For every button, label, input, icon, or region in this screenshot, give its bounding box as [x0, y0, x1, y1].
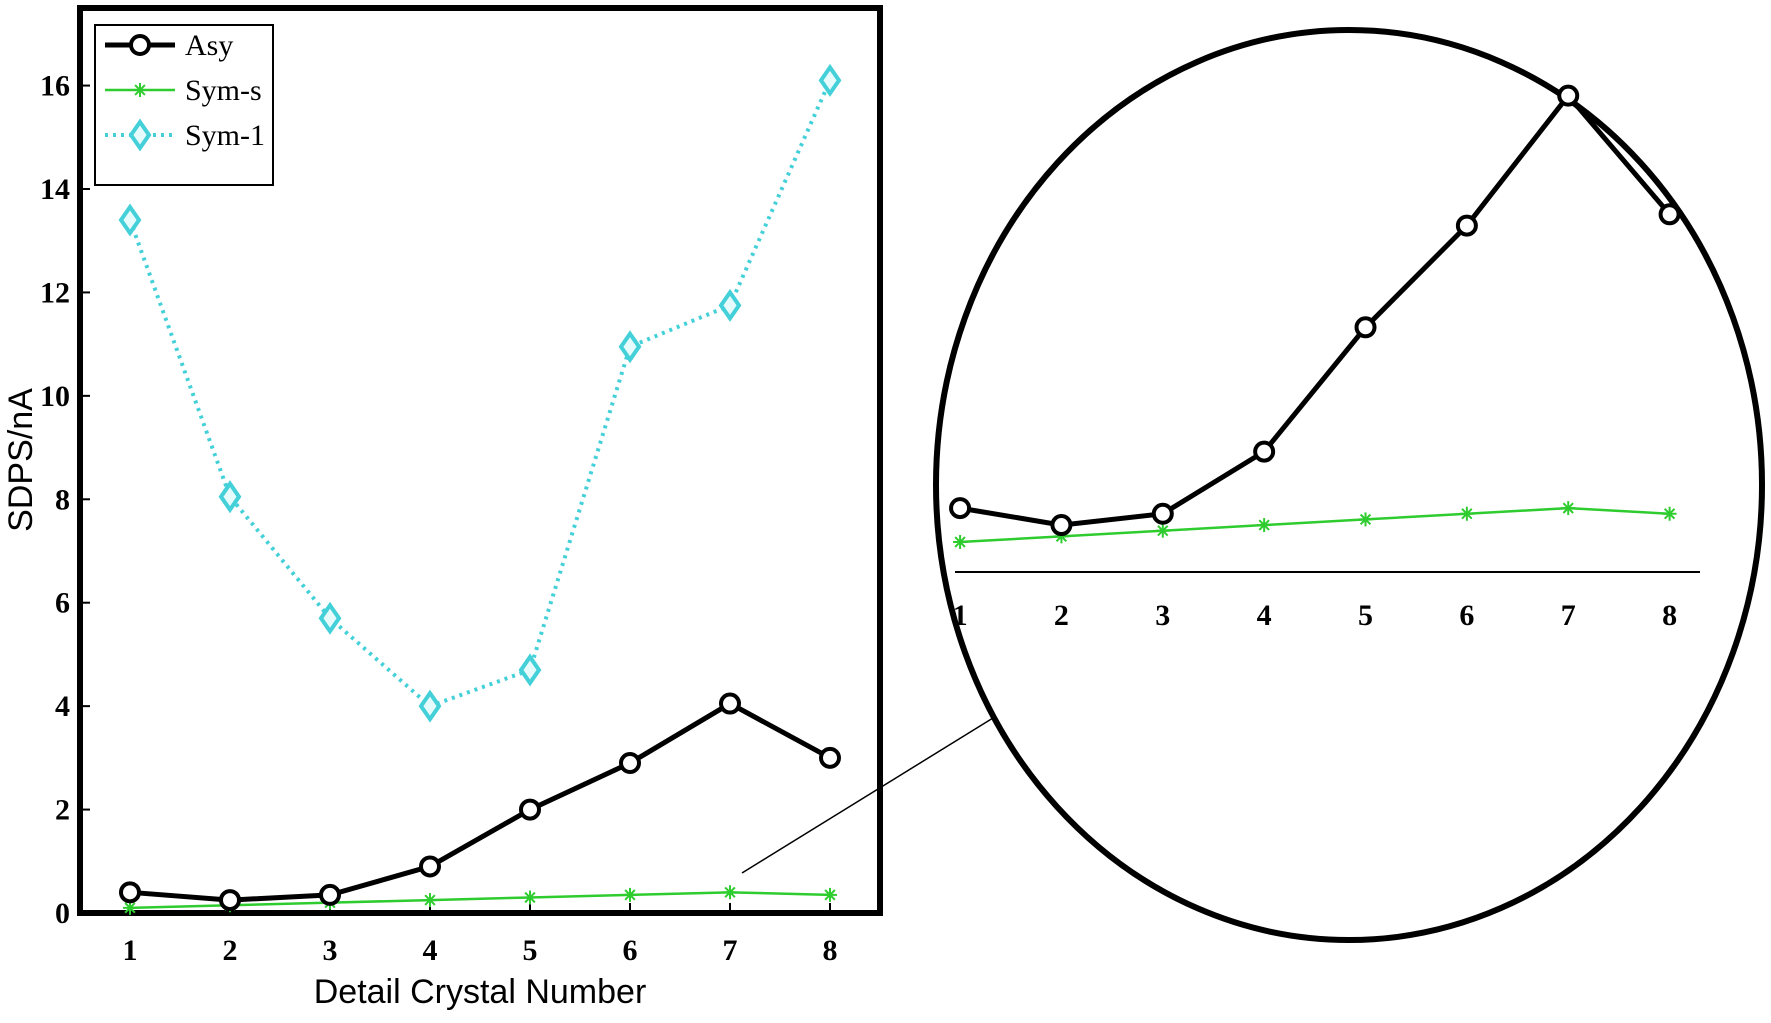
legend-entry-Sym-s: Sym-s [105, 74, 262, 107]
y-axis-label: SDPS/nA [2, 388, 40, 532]
series-line-Asy [129, 700, 832, 903]
inset-series-layer [949, 84, 1681, 549]
inset-point-Sym-s-5 [1358, 512, 1373, 527]
legend-entry-Asy: Asy [105, 29, 233, 62]
x-axis-label: Detail Crystal Number [314, 973, 647, 1011]
inset-point-Asy-4 [1253, 440, 1276, 463]
point-Asy-2 [219, 889, 241, 912]
point-Sym-1-1 [118, 203, 142, 237]
inset-point-Asy-3 [1151, 502, 1174, 525]
inset-point-Asy-5 [1354, 316, 1377, 339]
inset-series-line-Sym-s [959, 506, 1670, 544]
y-tick-label-6: 12 [40, 276, 70, 309]
y-tick-label-0: 0 [55, 897, 70, 930]
legend-marker-Sym-1 [128, 118, 152, 152]
inset-x-ticks: 1 2 3 4 5 6 7 8 [953, 599, 1678, 632]
y-tick-label-3: 6 [55, 587, 70, 620]
inset-x-tick-label-1: 2 [1054, 599, 1069, 632]
legend-entry-Sym-1: Sym-1 [105, 118, 265, 152]
inset-point-Asy-8 [1658, 203, 1681, 226]
point-Sym-1-4 [418, 689, 442, 723]
inset-series-Sym-s [953, 501, 1677, 549]
y-tick-label-4: 8 [55, 483, 70, 516]
point-Sym-s-4 [423, 893, 437, 908]
point-Sym-1-8 [818, 63, 842, 97]
point-Sym-1-2 [218, 480, 242, 514]
point-Sym-s-5 [523, 890, 537, 905]
inset-point-Sym-s-3 [1155, 523, 1170, 538]
point-Asy-4 [419, 855, 441, 878]
point-Asy-8 [819, 746, 841, 769]
x-axis-ticks: 1 2 3 4 5 6 7 8 [123, 903, 838, 967]
zoom-connector-line [741, 717, 994, 874]
legend-box [94, 24, 274, 186]
point-Sym-s-8 [823, 887, 837, 902]
plot-frame [77, 5, 883, 916]
y-tick-label-2: 4 [55, 690, 70, 723]
series-Asy [119, 692, 841, 912]
inset-x-tick-label-4: 5 [1358, 599, 1373, 632]
series-line-Sym-1 [128, 79, 832, 709]
inset-x-tick-label-6: 7 [1561, 599, 1576, 632]
inset-x-tick-label-7: 8 [1662, 599, 1677, 632]
inset-x-tick-label-0: 1 [953, 599, 968, 632]
legend-marker-Sym-s [133, 83, 147, 97]
x-tick-label-2: 3 [323, 934, 338, 967]
y-tick-label-1: 2 [55, 794, 70, 827]
inset-point-Sym-s-6 [1459, 506, 1474, 521]
inset-point-Asy-1 [949, 497, 972, 520]
inset-x-tick-label-2: 3 [1155, 599, 1170, 632]
series-line-Sym-s [129, 891, 831, 910]
point-Asy-7 [719, 692, 741, 715]
legend-label-Sym-1: Sym-1 [185, 119, 265, 152]
point-Sym-s-6 [623, 887, 637, 902]
zoom-inset-circle [933, 27, 1765, 943]
inset-x-tick-label-3: 4 [1257, 599, 1272, 632]
legend: Asy Sym-s Sym-1 [94, 24, 274, 186]
inset-point-Asy-6 [1455, 214, 1478, 237]
legend-marker-Asy [129, 34, 151, 56]
inset-point-Asy-2 [1050, 514, 1073, 537]
point-Sym-s-1 [123, 900, 137, 915]
inset-x-tick-label-5: 6 [1459, 599, 1474, 632]
series-layer [118, 63, 842, 915]
x-tick-label-5: 6 [623, 934, 638, 967]
point-Asy-5 [519, 798, 541, 821]
y-tick-label-5: 10 [40, 380, 70, 413]
point-Sym-1-6 [618, 330, 642, 364]
inset-series-Asy [949, 84, 1681, 537]
y-tick-label-7: 14 [40, 173, 70, 206]
point-Asy-3 [319, 883, 341, 906]
y-axis-ticks: 0 2 4 6 8 10 12 14 16 [40, 70, 90, 930]
x-tick-label-1: 2 [223, 934, 238, 967]
legend-label-Sym-s: Sym-s [185, 74, 262, 107]
x-tick-label-3: 4 [423, 934, 438, 967]
point-Sym-1-5 [518, 653, 542, 687]
inset-point-Sym-s-1 [953, 535, 968, 549]
inset-point-Asy-7 [1557, 84, 1580, 107]
series-Sym-1 [118, 63, 842, 723]
inset-point-Sym-s-7 [1561, 501, 1576, 516]
point-Sym-1-3 [318, 601, 342, 635]
point-Sym-s-7 [723, 885, 737, 900]
legend-label-Asy: Asy [185, 29, 233, 62]
x-tick-label-7: 8 [823, 934, 838, 967]
x-tick-label-4: 5 [523, 934, 538, 967]
inset-point-Sym-s-4 [1257, 518, 1272, 533]
inset-point-Sym-s-8 [1662, 506, 1677, 521]
point-Asy-6 [619, 752, 641, 775]
x-tick-label-0: 1 [123, 934, 138, 967]
point-Asy-1 [119, 881, 141, 904]
x-tick-label-6: 7 [723, 934, 738, 967]
y-tick-label-8: 16 [40, 70, 70, 103]
point-Sym-1-7 [718, 288, 742, 322]
inset-series-line-Asy [959, 91, 1672, 528]
